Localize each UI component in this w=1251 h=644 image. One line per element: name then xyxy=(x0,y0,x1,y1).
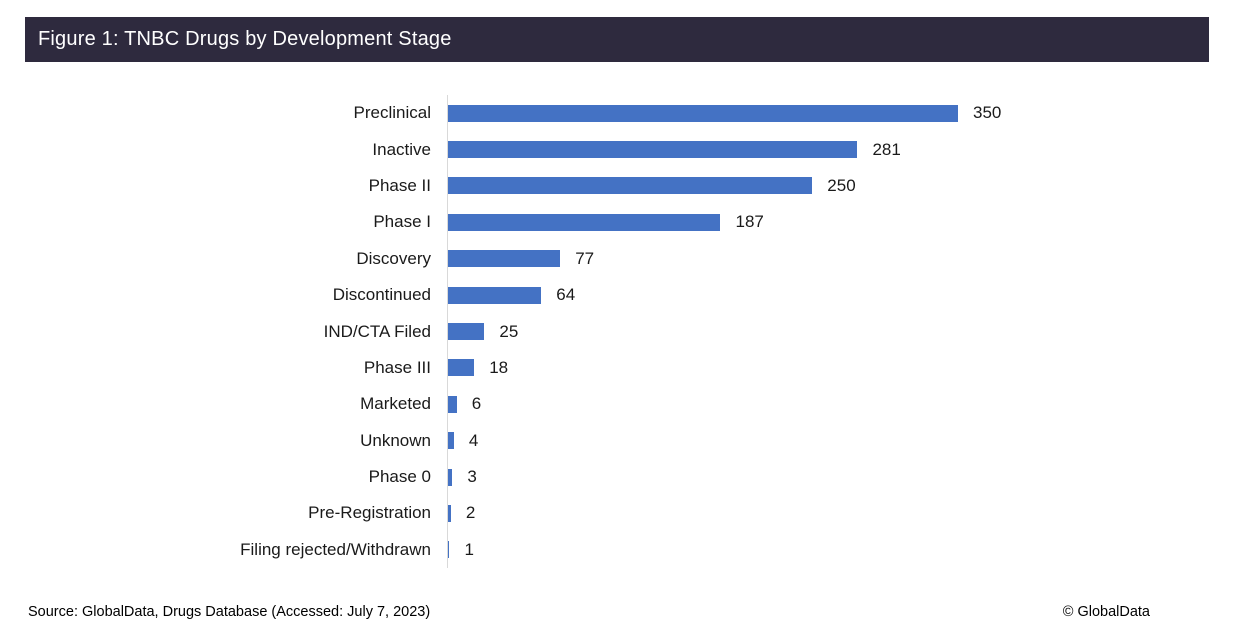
category-label: Phase II xyxy=(368,175,431,195)
bar xyxy=(448,141,858,159)
value-label: 25 xyxy=(499,321,519,341)
chart-row: IND/CTA Filed 25 xyxy=(0,313,1251,349)
bar-chart: Preclinical 350 Inactive 281 Phase II 250 Phas… xyxy=(0,95,1251,569)
bar xyxy=(448,432,454,450)
category-label: Phase 0 xyxy=(368,467,431,487)
category-label: Unknown xyxy=(360,430,431,450)
bar xyxy=(448,177,813,195)
chart-row: Marketed 6 xyxy=(0,386,1251,422)
value-label: 350 xyxy=(973,103,1002,123)
value-label: 77 xyxy=(575,248,595,268)
y-axis-line xyxy=(447,95,448,568)
chart-row: Phase II 250 xyxy=(0,168,1251,204)
bar xyxy=(448,323,485,341)
chart-row: Filing rejected/Withdrawn 1 xyxy=(0,532,1251,568)
bar xyxy=(448,213,721,231)
category-label: Phase I xyxy=(373,212,431,232)
category-label: Filing rejected/Withdrawn xyxy=(240,539,431,559)
figure-title: Figure 1: TNBC Drugs by Development Stag… xyxy=(38,28,452,50)
bar xyxy=(448,359,475,377)
category-label: Preclinical xyxy=(353,103,431,123)
category-label: IND/CTA Filed xyxy=(323,321,431,341)
chart-row: Phase I 187 xyxy=(0,204,1251,240)
chart-row: Preclinical 350 xyxy=(0,95,1251,131)
category-label: Pre-Registration xyxy=(308,503,431,523)
category-label: Discovery xyxy=(356,248,431,268)
value-label: 4 xyxy=(468,430,479,450)
category-label: Marketed xyxy=(360,394,431,414)
category-label: Discontinued xyxy=(332,285,431,305)
bar xyxy=(448,104,958,122)
value-label: 18 xyxy=(489,357,509,377)
source-note: Source: GlobalData, Drugs Database (Acce… xyxy=(28,604,431,620)
value-label: 64 xyxy=(556,285,576,305)
value-label: 250 xyxy=(827,175,856,195)
value-label: 281 xyxy=(872,139,901,159)
value-label: 3 xyxy=(467,467,477,487)
bar xyxy=(448,541,450,559)
chart-row: Inactive 281 xyxy=(0,131,1251,167)
value-label: 187 xyxy=(735,212,764,232)
value-label: 6 xyxy=(471,394,482,414)
value-label: 1 xyxy=(464,539,474,559)
chart-row: Pre-Registration 2 xyxy=(0,495,1251,531)
category-label: Inactive xyxy=(372,139,431,159)
bar xyxy=(448,504,451,522)
chart-row: Phase III 18 xyxy=(0,350,1251,386)
figure-title-bar: Figure 1: TNBC Drugs by Development Stag… xyxy=(25,17,1209,62)
bar xyxy=(448,286,542,304)
bar-chart-rows: Preclinical 350 Inactive 281 Phase II 250 Phas… xyxy=(0,95,1251,568)
copyright-note: © GlobalData xyxy=(1062,604,1150,620)
category-label: Phase III xyxy=(363,357,431,377)
bar xyxy=(448,468,453,486)
chart-row: Unknown 4 xyxy=(0,423,1251,459)
chart-row: Discontinued 64 xyxy=(0,277,1251,313)
chart-row: Discovery 77 xyxy=(0,241,1251,277)
bar xyxy=(448,395,457,413)
value-label: 2 xyxy=(465,503,476,523)
chart-row: Phase 0 3 xyxy=(0,459,1251,495)
bar xyxy=(448,250,561,268)
